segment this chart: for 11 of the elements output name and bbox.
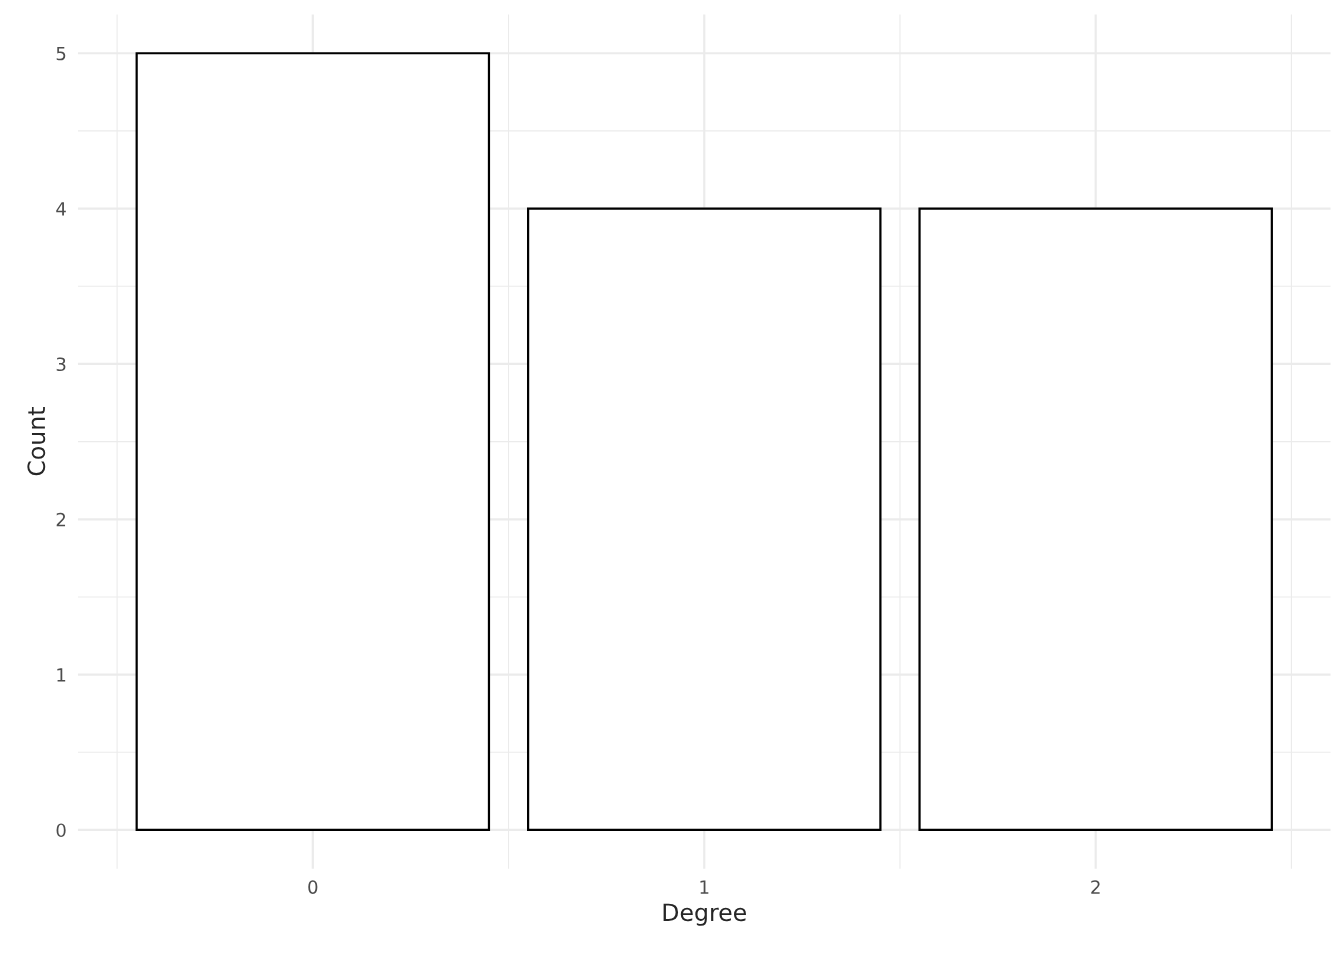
x-tick-label: 0 [308, 880, 318, 894]
x-tick-label: 1 [700, 880, 709, 894]
y-tick-label: 4 [56, 202, 66, 216]
x-tick-label: 2 [1091, 880, 1100, 894]
y-tick-label: 0 [56, 823, 66, 838]
y-tick-label: 5 [56, 46, 66, 61]
y-tick-label: 2 [56, 512, 66, 527]
y-tick-label: 3 [56, 357, 66, 372]
x-axis-title: Degree [663, 903, 746, 926]
y-tick-label: 1 [57, 668, 66, 682]
y-axis-title: Count [27, 407, 46, 476]
